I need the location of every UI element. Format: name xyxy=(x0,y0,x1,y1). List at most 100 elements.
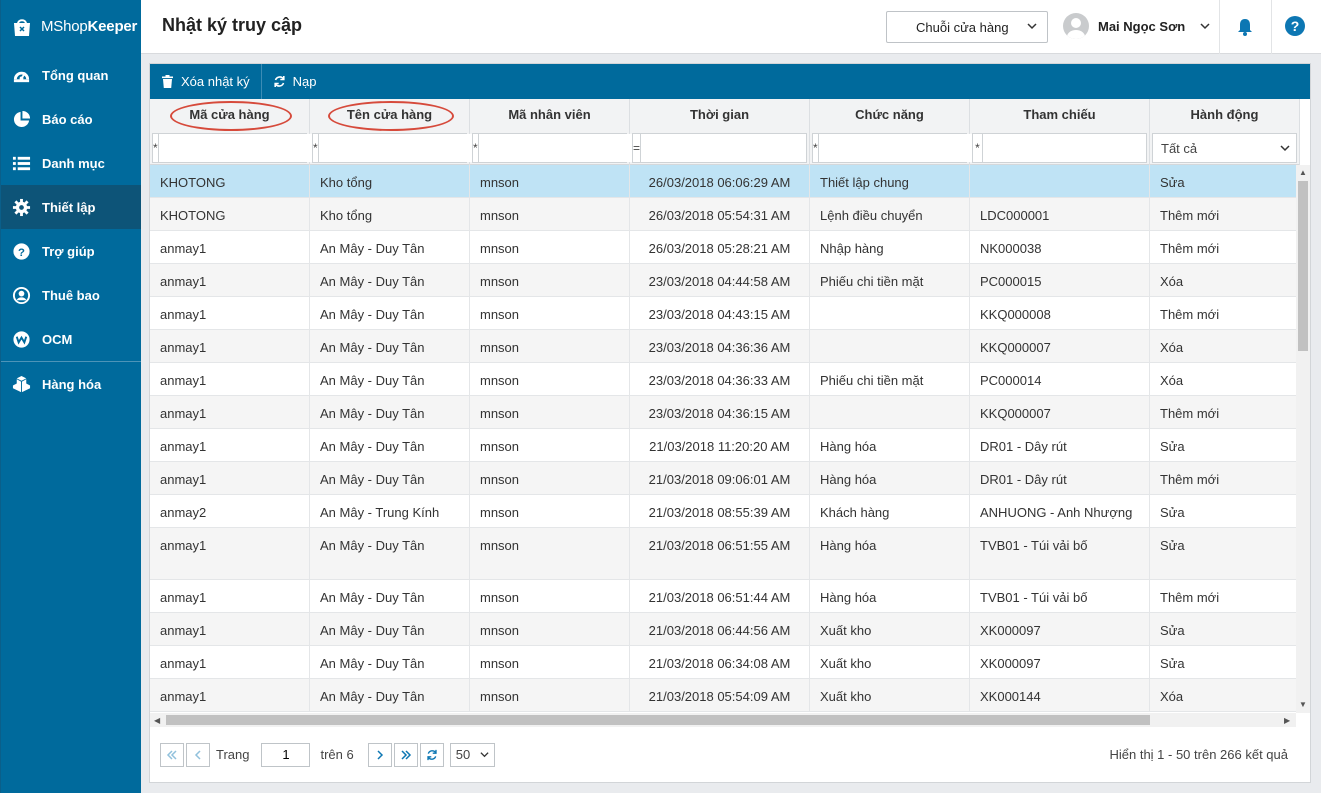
sidebar-item-thue-bao[interactable]: Thuê bao xyxy=(1,273,141,317)
shop-bag-icon xyxy=(14,18,30,36)
filter-cell-store-code: * xyxy=(150,131,322,165)
cell-time: 21/03/2018 05:54:09 AM xyxy=(630,679,810,711)
table-row[interactable]: anmay1 An Mây - Duy Tân mnson 21/03/2018 06… xyxy=(150,613,1296,646)
cell-action: Thêm mới xyxy=(1150,580,1296,612)
scroll-left-icon[interactable]: ◀ xyxy=(154,716,161,725)
sidebar-item-bao-cao[interactable]: Báo cáo xyxy=(1,97,141,141)
sidebar-item-label: Danh mục xyxy=(42,155,105,171)
filter-input-store-code[interactable] xyxy=(158,134,322,162)
table-row[interactable]: anmay2 An Mây - Trung Kính mnson 21/03/2018… xyxy=(150,495,1296,528)
sidebar-item-thiet-lap[interactable]: Thiết lập xyxy=(1,185,141,229)
cell-reference: KKQ000007 xyxy=(970,396,1150,428)
filter-input-store-name[interactable] xyxy=(318,134,482,162)
chevron-down-icon xyxy=(480,752,489,758)
cell-time: 23/03/2018 04:43:15 AM xyxy=(630,297,810,329)
cell-store-code: anmay1 xyxy=(150,613,310,645)
cell-reference: ANHUONG - Anh Nhượng xyxy=(970,495,1150,527)
help-icon[interactable]: ? xyxy=(1285,16,1305,36)
page-size-select[interactable]: 50 xyxy=(449,742,495,767)
table-row[interactable]: anmay1 An Mây - Duy Tân mnson 21/03/2018 06… xyxy=(150,528,1296,580)
column-header-time[interactable]: Thời gian xyxy=(630,99,810,131)
table-row[interactable]: anmay1 An Mây - Duy Tân mnson 23/03/2018 04… xyxy=(150,330,1296,363)
table-row[interactable]: anmay1 An Mây - Duy Tân mnson 21/03/2018 05… xyxy=(150,679,1296,712)
sidebar-item-tro-giup[interactable]: ? Trợ giúp xyxy=(1,229,141,273)
cell-function: Nhập hàng xyxy=(810,231,970,263)
reload-button[interactable]: Nạp xyxy=(262,64,328,99)
cell-store-name: An Mây - Duy Tân xyxy=(310,429,470,461)
cell-employee-code: mnson xyxy=(470,396,630,428)
table-row[interactable]: anmay1 An Mây - Duy Tân mnson 21/03/2018 06… xyxy=(150,646,1296,679)
cell-time: 26/03/2018 05:54:31 AM xyxy=(630,198,810,230)
cell-function: Xuất kho xyxy=(810,646,970,678)
chevron-down-icon xyxy=(1200,23,1210,30)
page-number-input[interactable] xyxy=(261,742,311,767)
table-row[interactable]: anmay1 An Mây - Duy Tân mnson 26/03/2018 05… xyxy=(150,231,1296,264)
refresh-page-button[interactable] xyxy=(419,742,444,767)
sidebar-item-label: Thuê bao xyxy=(42,287,100,303)
horizontal-scrollbar[interactable]: ◀ ▶ xyxy=(150,713,1296,727)
filter-input-function[interactable] xyxy=(818,134,982,162)
filter-operator-button[interactable]: * xyxy=(813,134,819,162)
sidebar-item-danh-muc[interactable]: Danh mục xyxy=(1,141,141,185)
cell-store-name: An Mây - Trung Kính xyxy=(310,495,470,527)
filter-operator-button[interactable]: * xyxy=(153,134,159,162)
cell-time: 21/03/2018 06:51:55 AM xyxy=(630,528,810,579)
action-filter-select[interactable]: Tất cả xyxy=(1152,133,1297,163)
first-page-button[interactable] xyxy=(160,742,184,767)
cell-store-code: anmay1 xyxy=(150,264,310,296)
column-header-reference[interactable]: Tham chiếu xyxy=(970,99,1150,131)
filter-input-time[interactable] xyxy=(641,134,805,162)
cell-store-code: KHOTONG xyxy=(150,198,310,230)
table-row[interactable]: anmay1 An Mây - Duy Tân mnson 21/03/2018 06… xyxy=(150,580,1296,613)
column-header-store-name[interactable]: Tên cửa hàng xyxy=(310,99,470,131)
cell-reference: KKQ000007 xyxy=(970,330,1150,362)
bell-icon[interactable] xyxy=(1235,17,1255,37)
column-header-store-code[interactable]: Mã cửa hàng xyxy=(150,99,310,131)
table-row[interactable]: anmay1 An Mây - Duy Tân mnson 21/03/2018 09… xyxy=(150,462,1296,495)
cell-employee-code: mnson xyxy=(470,363,630,395)
sidebar-item-hang-hoa[interactable]: Hàng hóa xyxy=(1,362,141,406)
table-row[interactable]: anmay1 An Mây - Duy Tân mnson 23/03/2018 04… xyxy=(150,297,1296,330)
sidebar-item-tong-quan[interactable]: Tổng quan xyxy=(1,53,141,97)
next-page-button[interactable] xyxy=(367,742,392,767)
delete-log-button[interactable]: Xóa nhật ký xyxy=(150,64,261,99)
filter-operator-button[interactable]: * xyxy=(313,134,319,162)
page-count-label: trên 6 xyxy=(320,747,354,762)
logo[interactable]: MShopKeeper xyxy=(1,0,141,53)
user-name: Mai Ngọc Sơn xyxy=(1098,18,1186,34)
column-header-action[interactable]: Hành động xyxy=(1150,99,1300,131)
sidebar-item-ocm[interactable]: OCM xyxy=(1,317,141,361)
table-row[interactable]: KHOTONG Kho tổng mnson 26/03/2018 06:06:29 … xyxy=(150,165,1296,198)
cell-store-code: anmay1 xyxy=(150,396,310,428)
last-page-button[interactable] xyxy=(393,742,418,767)
filter-operator-button[interactable]: * xyxy=(473,134,479,162)
cell-time: 23/03/2018 04:44:58 AM xyxy=(630,264,810,296)
filter-operator-button[interactable]: * xyxy=(973,134,983,162)
scrollbar-thumb[interactable] xyxy=(1298,181,1308,351)
prev-page-button[interactable] xyxy=(186,742,210,767)
cell-store-code: anmay1 xyxy=(150,580,310,612)
column-header-employee-code[interactable]: Mã nhân viên xyxy=(470,99,630,131)
table-row[interactable]: anmay1 An Mây - Duy Tân mnson 23/03/2018 04… xyxy=(150,363,1296,396)
scroll-up-icon[interactable]: ▲ xyxy=(1299,168,1307,177)
scroll-down-icon[interactable]: ▼ xyxy=(1299,700,1307,709)
scrollbar-thumb[interactable] xyxy=(166,715,1150,725)
page-size-value: 50 xyxy=(455,747,471,762)
cell-reference: NK000038 xyxy=(970,231,1150,263)
filter-input-reference[interactable] xyxy=(983,134,1146,162)
filter-operator-button[interactable]: = xyxy=(633,134,642,162)
filter-input-employee-code[interactable] xyxy=(478,134,642,162)
table-row[interactable]: anmay1 An Mây - Duy Tân mnson 23/03/2018 04… xyxy=(150,396,1296,429)
user-menu[interactable]: Mai Ngọc Sơn xyxy=(1063,13,1210,39)
scroll-right-icon[interactable]: ▶ xyxy=(1284,716,1291,725)
table-row[interactable]: anmay1 An Mây - Duy Tân mnson 21/03/2018 11… xyxy=(150,429,1296,462)
vertical-scrollbar[interactable]: ▲ ▼ xyxy=(1296,165,1310,713)
sidebar: MShopKeeper Tổng quan Báo cáo Danh mục T… xyxy=(0,0,141,793)
table-row[interactable]: KHOTONG Kho tổng mnson 26/03/2018 05:54:31 … xyxy=(150,198,1296,231)
table-row[interactable]: anmay1 An Mây - Duy Tân mnson 23/03/2018 04… xyxy=(150,264,1296,297)
column-header-function[interactable]: Chức năng xyxy=(810,99,970,131)
cell-store-code: anmay1 xyxy=(150,231,310,263)
store-chain-select[interactable]: Chuỗi cửa hàng xyxy=(886,11,1048,43)
cell-store-code: anmay2 xyxy=(150,495,310,527)
cell-action: Xóa xyxy=(1150,330,1296,362)
